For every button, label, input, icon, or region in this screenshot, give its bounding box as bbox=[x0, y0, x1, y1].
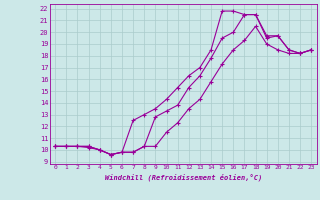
X-axis label: Windchill (Refroidissement éolien,°C): Windchill (Refroidissement éolien,°C) bbox=[105, 173, 262, 181]
